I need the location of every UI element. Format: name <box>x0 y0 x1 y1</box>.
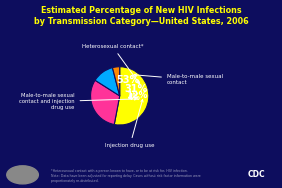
Text: Heterosexual contact*: Heterosexual contact* <box>82 44 143 84</box>
Wedge shape <box>113 67 120 96</box>
Text: 31%: 31% <box>124 84 147 95</box>
Text: Injection drug use: Injection drug use <box>105 100 155 148</box>
Text: Estimated Percentage of New HIV Infections
by Transmission Category—United State: Estimated Percentage of New HIV Infectio… <box>34 6 248 26</box>
Wedge shape <box>91 80 120 124</box>
Text: 53%: 53% <box>116 75 139 85</box>
Circle shape <box>7 166 38 184</box>
Text: *Heterosexual contact with a person known to have, or to be at risk for, HIV inf: *Heterosexual contact with a person know… <box>51 169 201 183</box>
Wedge shape <box>114 67 149 125</box>
Text: Male-to-male sexual
contact: Male-to-male sexual contact <box>134 74 223 85</box>
Text: 12%: 12% <box>126 91 148 100</box>
Text: Male-to-male sexual
contact and injection
drug use: Male-to-male sexual contact and injectio… <box>19 93 136 110</box>
Wedge shape <box>95 68 120 96</box>
Text: 4%: 4% <box>128 93 140 102</box>
Text: CDC: CDC <box>248 170 265 179</box>
